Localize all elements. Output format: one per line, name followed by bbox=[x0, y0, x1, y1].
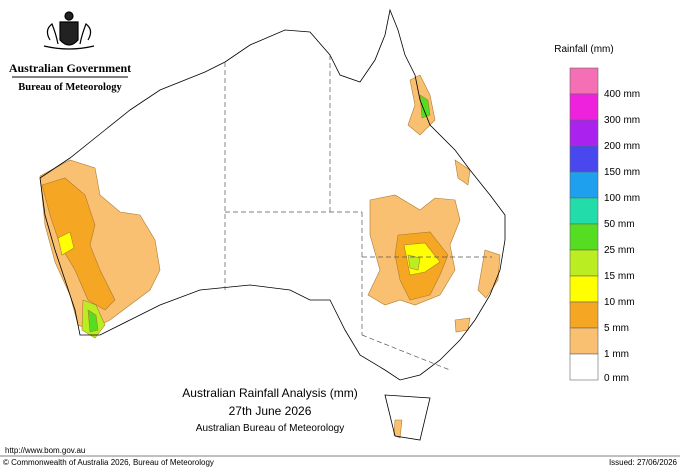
coastline bbox=[39, 8, 506, 441]
legend-swatch bbox=[569, 171, 599, 199]
legend-swatch bbox=[569, 93, 599, 121]
legend-label: 25 mm bbox=[604, 245, 635, 256]
legend-swatch bbox=[569, 301, 599, 329]
legend-label: 150 mm bbox=[604, 167, 640, 178]
legend-swatch bbox=[569, 119, 599, 147]
map-source: Australian Bureau of Meteorology bbox=[196, 423, 344, 434]
legend-title: Rainfall (mm) bbox=[554, 44, 613, 55]
agency-name: Bureau of Meteorology bbox=[18, 82, 122, 93]
legend-label: 50 mm bbox=[604, 219, 635, 230]
legend-swatch bbox=[569, 197, 599, 225]
footer-issued: Issued: 27/06/2026 bbox=[609, 458, 678, 467]
government-name: Australian Government bbox=[9, 61, 131, 75]
legend-label: 100 mm bbox=[604, 193, 640, 204]
legend-label: 300 mm bbox=[604, 115, 640, 126]
crest bbox=[43, 11, 95, 50]
legend-swatch bbox=[569, 353, 599, 381]
legend-label: 400 mm bbox=[604, 89, 640, 100]
map-date: 27th June 2026 bbox=[229, 404, 312, 418]
legend-swatch bbox=[569, 67, 599, 95]
legend-swatch bbox=[569, 327, 599, 355]
legend-swatch bbox=[569, 223, 599, 251]
legend-label: 200 mm bbox=[604, 141, 640, 152]
legend-label: 0 mm bbox=[604, 373, 629, 384]
legend-swatch bbox=[569, 275, 599, 303]
footer-url: http://www.bom.gov.au bbox=[5, 446, 85, 455]
legend-label: 1 mm bbox=[604, 349, 629, 360]
legend-label: 15 mm bbox=[604, 271, 635, 282]
legend-label: 10 mm bbox=[604, 297, 635, 308]
legend: 400 mm 300 mm 200 mm 150 mm 100 mm 50 mm 25 mm… bbox=[569, 67, 640, 384]
legend-label: 5 mm bbox=[604, 323, 629, 334]
state-borders bbox=[224, 55, 492, 371]
footer-copyright: © Commonwealth of Australia 2026, Bureau… bbox=[3, 458, 214, 467]
rainfall-areas bbox=[39, 74, 501, 439]
map-title: Australian Rainfall Analysis (mm) bbox=[182, 386, 357, 400]
legend-swatch bbox=[569, 145, 599, 173]
legend-swatch bbox=[569, 249, 599, 277]
